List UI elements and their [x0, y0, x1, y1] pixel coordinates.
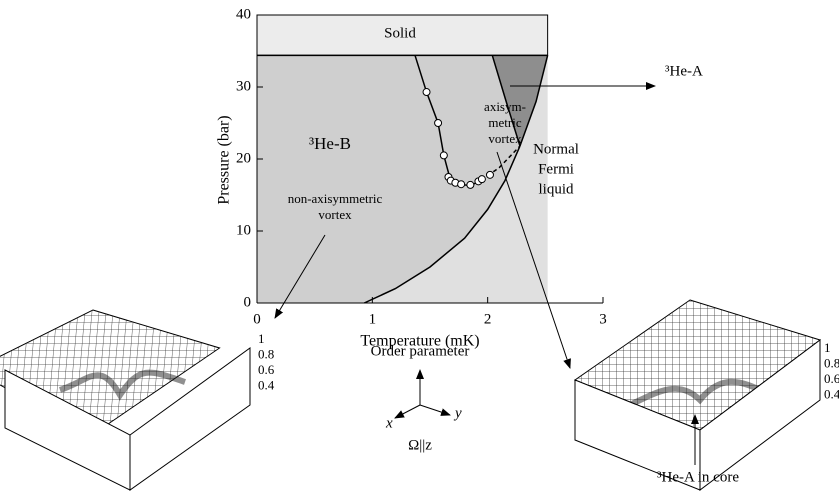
inset-tick-label: 0.4: [824, 386, 839, 401]
label: non-axisymmetric: [288, 191, 383, 206]
label: vortex: [318, 207, 352, 222]
data-point: [457, 180, 466, 189]
phase-line: [491, 55, 521, 147]
x-tick-label: 2: [484, 311, 492, 327]
inset-tick-label: 1: [258, 331, 265, 346]
label: metric: [488, 115, 521, 130]
data-point: [422, 88, 431, 97]
annotations: [274, 82, 699, 465]
inset-tick-label: 0.6: [258, 362, 275, 377]
y-tick-label: 0: [244, 294, 252, 310]
inset-tick-label: 1: [824, 340, 831, 355]
phase-line: [519, 55, 549, 147]
x-axis-label: Temperature (mK): [360, 333, 479, 350]
label: axisym-: [484, 99, 526, 114]
data-point: [477, 175, 486, 184]
phase-line: [363, 145, 521, 304]
data-point: [466, 180, 475, 189]
a-region: [492, 55, 548, 147]
solid-region: [256, 14, 549, 56]
y-tick-label: 10: [236, 222, 251, 238]
y-axis-label: Pressure (bar): [216, 115, 233, 204]
data-point: [439, 151, 448, 160]
data-point: [485, 170, 494, 179]
y-tick-label: 20: [236, 150, 251, 166]
inset-tick-label: 0.6: [824, 371, 839, 386]
y-tick-label: 30: [236, 78, 251, 94]
b-region: [257, 55, 520, 303]
inset-tick-label: 0.4: [258, 377, 275, 392]
label: Order parameter: [371, 343, 470, 359]
inset-tick-label: 0.8: [824, 355, 839, 370]
x-tick-label: 1: [369, 311, 377, 327]
label: ³He-B: [309, 134, 351, 153]
label: x: [385, 415, 393, 431]
inset-tick-label: 0.8: [258, 346, 274, 361]
label: liquid: [538, 181, 574, 197]
label: Normal: [533, 141, 579, 157]
label: Ω||z: [408, 437, 432, 453]
label: y: [453, 405, 462, 421]
x-tick-label: 0: [253, 311, 261, 327]
right-inset: [573, 299, 822, 491]
data-point: [434, 119, 443, 127]
y-tick-label: 40: [236, 6, 251, 22]
label: Fermi: [538, 161, 574, 177]
label: ³He-A: [665, 63, 703, 79]
left-inset: [0, 309, 251, 491]
label: vortex: [488, 131, 522, 146]
x-tick-label: 3: [599, 311, 607, 327]
label: Solid: [384, 25, 416, 41]
label: ³He-A in core: [657, 469, 739, 485]
